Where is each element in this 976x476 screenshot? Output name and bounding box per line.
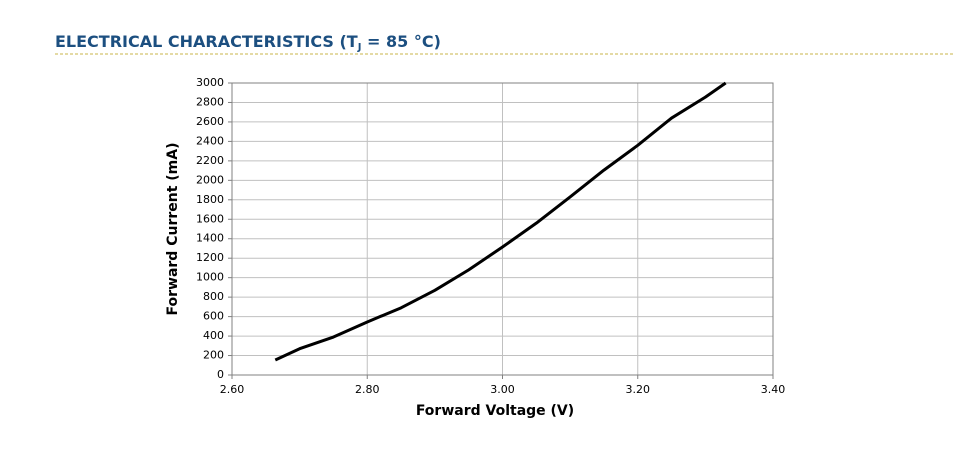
title-rest: = 85 °C) (361, 32, 440, 51)
y-tick-label: 1400 (196, 232, 224, 245)
y-axis-title: Forward Current (mA) (165, 143, 181, 316)
y-tick-label: 200 (203, 349, 224, 362)
x-tick-label: 3.40 (761, 383, 786, 396)
y-tick-label: 0 (217, 368, 224, 381)
x-tick-label: 3.20 (626, 383, 651, 396)
y-tick-label: 1200 (196, 251, 224, 264)
x-tick-label: 2.60 (220, 383, 245, 396)
y-tick-label: 400 (203, 329, 224, 342)
y-tick-label: 600 (203, 310, 224, 323)
y-tick-label: 2200 (196, 154, 224, 167)
title-main: ELECTRICAL CHARACTERISTICS (T (55, 32, 358, 51)
title-subscript: J (357, 42, 362, 53)
data-line (274, 81, 727, 362)
y-tick-label: 2000 (196, 173, 224, 186)
y-tick-label: 1800 (196, 193, 224, 206)
y-tick-label: 800 (203, 290, 224, 303)
y-tick-label: 1000 (196, 271, 224, 284)
y-tick-label: 2800 (196, 95, 224, 108)
y-tick-label: 3000 (196, 76, 224, 89)
chart-title: ELECTRICAL CHARACTERISTICS (TJ = 85 °C) (55, 32, 441, 54)
y-tick-label: 1600 (196, 212, 224, 225)
plot-border (231, 82, 774, 376)
x-axis-title: Forward Voltage (V) (416, 403, 574, 419)
x-tick-label: 2.80 (355, 383, 380, 396)
x-tick-label: 3.00 (490, 383, 515, 396)
y-tick-label: 2600 (196, 115, 224, 128)
y-tick-label: 2400 (196, 134, 224, 147)
